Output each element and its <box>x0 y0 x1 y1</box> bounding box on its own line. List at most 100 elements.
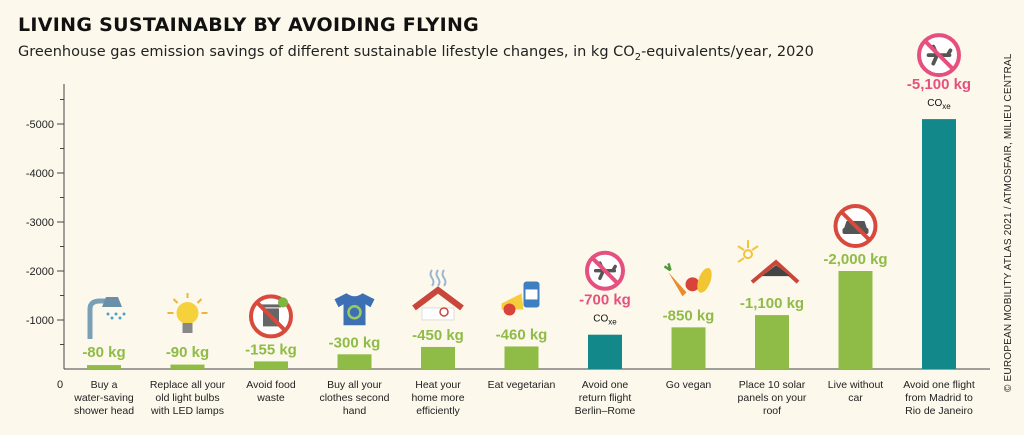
category-label-line: clothes second <box>319 392 389 404</box>
bar <box>922 119 956 369</box>
vegetables-icon <box>663 263 712 297</box>
y-tick-label: -5000 <box>26 119 54 131</box>
value-label: -450 kg <box>412 327 464 344</box>
tomato <box>503 303 516 316</box>
value-label: -460 kg <box>496 326 548 343</box>
category-label-line: panels on your <box>738 392 807 404</box>
t-shirt-shape <box>334 293 375 326</box>
category-label-line: old light bulbs <box>155 392 219 404</box>
light-ray <box>172 298 179 304</box>
no-flight-icon <box>585 250 625 291</box>
category-label-line: Place 10 solar <box>739 379 806 391</box>
heat-wave <box>441 269 447 287</box>
house-wall <box>421 307 455 321</box>
light-bulb-icon <box>167 293 208 333</box>
category-label-line: Avoid one flight <box>903 379 975 391</box>
category-label-line: Eat vegetarian <box>488 379 556 391</box>
house-roof <box>750 259 800 284</box>
category-label-line: shower head <box>74 405 134 417</box>
category-label-line: hand <box>343 405 367 417</box>
value-label: -2,000 kg <box>823 251 887 268</box>
bar <box>755 315 789 369</box>
sun-ray <box>751 245 759 251</box>
category-label: Go vegan <box>666 379 712 391</box>
bar-group: Avoid one flight from Madrid to Rio de Jan… <box>903 33 975 417</box>
carrot <box>668 272 687 297</box>
sun-ray <box>737 245 745 251</box>
bar <box>87 365 121 369</box>
category-label: Buy all your clothes second hand <box>319 379 389 417</box>
bar <box>588 334 622 369</box>
unit-label: COxe <box>593 314 617 327</box>
category-label: Eat vegetarian <box>488 379 556 391</box>
vegetarian-food-icon <box>501 281 540 316</box>
bar-group: Live without car -2,000 kg <box>823 204 888 404</box>
bar-group: Buy a water-saving shower head -80 kg <box>73 297 134 417</box>
bar-group: Avoid one return flight Berlin–Rome -700 kg… <box>575 250 636 417</box>
unit-main: CO <box>593 314 608 325</box>
y-tick-label: -4000 <box>26 168 54 180</box>
bar-group: Go vegan -850 kg <box>663 263 715 391</box>
category-label: Buy a water-saving shower head <box>73 379 134 417</box>
category-label-line: Live without <box>828 379 884 391</box>
no-sign-slash <box>255 300 287 332</box>
chart-title: LIVING SUSTAINABLY BY AVOIDING FLYING <box>18 14 480 36</box>
value-label: -1,100 kg <box>740 295 804 312</box>
light-ray <box>196 298 203 304</box>
bin-lid <box>261 304 281 308</box>
t-shirt-recycle-icon <box>334 293 375 326</box>
unit-main: CO <box>927 98 942 109</box>
sun-ray <box>737 257 745 263</box>
solar-panel <box>762 265 790 277</box>
bar-group: Avoid food waste -155 kg <box>245 294 297 404</box>
category-label-line: return flight <box>579 392 632 404</box>
category-label: Avoid one return flight Berlin–Rome <box>575 379 636 417</box>
value-label: -850 kg <box>663 307 715 324</box>
no-food-waste-icon <box>249 294 293 339</box>
shower-icon <box>87 297 126 339</box>
category-label-line: car <box>848 392 863 404</box>
category-label-line: efficiently <box>416 405 460 417</box>
solar-roof-icon <box>737 240 800 284</box>
no-sign-slash <box>840 210 871 242</box>
tomato <box>685 277 700 292</box>
bar-group: Place 10 solar panels on your roof -1,100 k… <box>737 240 807 417</box>
no-car-icon <box>833 204 878 248</box>
category-label-line: Avoid food <box>246 379 296 391</box>
unit-label: COxe <box>927 98 951 111</box>
heat-wave <box>435 269 441 287</box>
chart-subtitle: Greenhouse gas emission savings of diffe… <box>18 44 814 63</box>
bar <box>337 354 372 369</box>
bar <box>254 361 288 369</box>
category-label-line: with LED lamps <box>150 405 224 417</box>
bar-group: Buy all your clothes second hand -300 kg <box>319 293 390 417</box>
water-drop <box>118 316 122 320</box>
water-drop <box>114 312 118 316</box>
shower-head <box>102 297 122 307</box>
no-flight-icon <box>917 33 961 78</box>
no-sign-slash <box>923 39 955 71</box>
category-label-line: Avoid one <box>582 379 629 391</box>
category-label-line: Rio de Janeiro <box>905 405 973 417</box>
water-drop <box>110 316 114 320</box>
bar <box>421 346 455 369</box>
category-label: Live without car <box>828 379 884 404</box>
recycle-symbol <box>347 305 362 320</box>
value-label: -90 kg <box>166 344 209 361</box>
category-label: Avoid one flight from Madrid to Rio de Jan… <box>903 379 975 417</box>
category-label-line: roof <box>763 405 781 417</box>
category-label: Avoid food waste <box>246 379 296 404</box>
no-sign-slash <box>590 256 620 285</box>
category-label-line: waste <box>256 392 285 404</box>
category-label-line: Replace all your <box>150 379 226 391</box>
unit-sub: xe <box>942 102 951 111</box>
heating-house-icon <box>412 269 464 321</box>
value-label: -700 kg <box>579 292 631 309</box>
category-label-line: Heat your <box>415 379 461 391</box>
bar-group: Heat your home more efficiently -450 kg <box>411 269 465 417</box>
carrot-leaf <box>663 263 672 272</box>
bar <box>170 364 205 369</box>
bar-group: Replace all your old light bulbs with LED … <box>150 293 226 417</box>
category-label-line: Berlin–Rome <box>575 405 636 417</box>
